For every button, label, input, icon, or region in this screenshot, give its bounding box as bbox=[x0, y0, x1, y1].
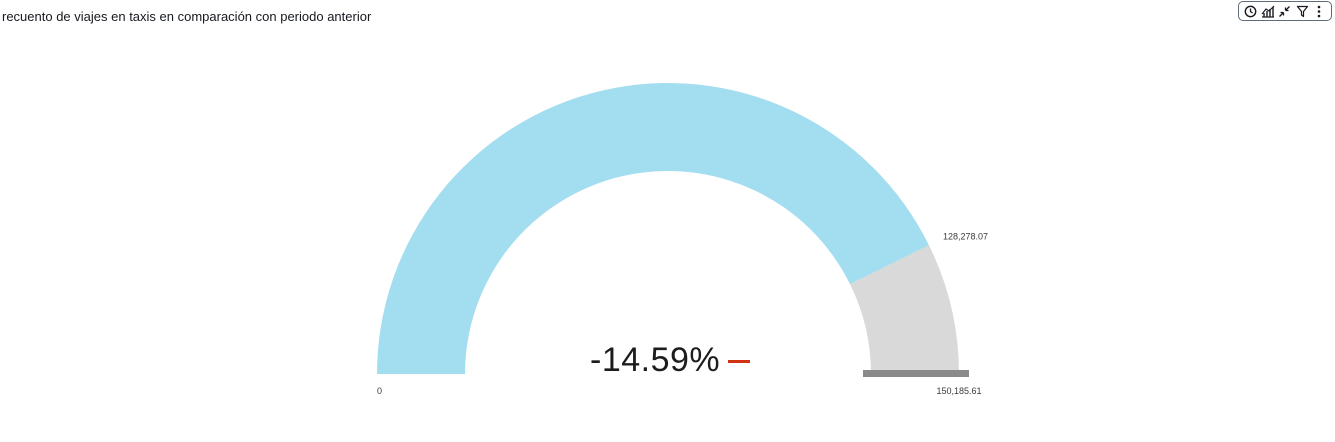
forecast-icon[interactable] bbox=[1260, 3, 1276, 19]
comparison-value: -14.59% bbox=[590, 341, 721, 379]
gauge-value-label: 128,278.07 bbox=[943, 231, 988, 241]
gauge-remaining-arc[interactable] bbox=[850, 245, 959, 374]
trend-down-icon bbox=[728, 360, 751, 363]
more-options-icon[interactable] bbox=[1311, 3, 1327, 19]
gauge-max-label: 150,185.61 bbox=[936, 386, 981, 396]
comparison-kpi: -14.59% bbox=[590, 341, 751, 380]
gauge-min-label: 0 bbox=[377, 386, 382, 396]
gauge-filled-arc[interactable] bbox=[377, 83, 929, 375]
visual-toolbar bbox=[1238, 1, 1332, 21]
filter-icon[interactable] bbox=[1294, 3, 1310, 19]
collapse-icon[interactable] bbox=[1277, 3, 1293, 19]
visual-title: recuento de viajes en taxis en comparaci… bbox=[2, 9, 372, 24]
clock-icon[interactable] bbox=[1243, 3, 1259, 19]
gauge-target-marker bbox=[863, 370, 969, 377]
